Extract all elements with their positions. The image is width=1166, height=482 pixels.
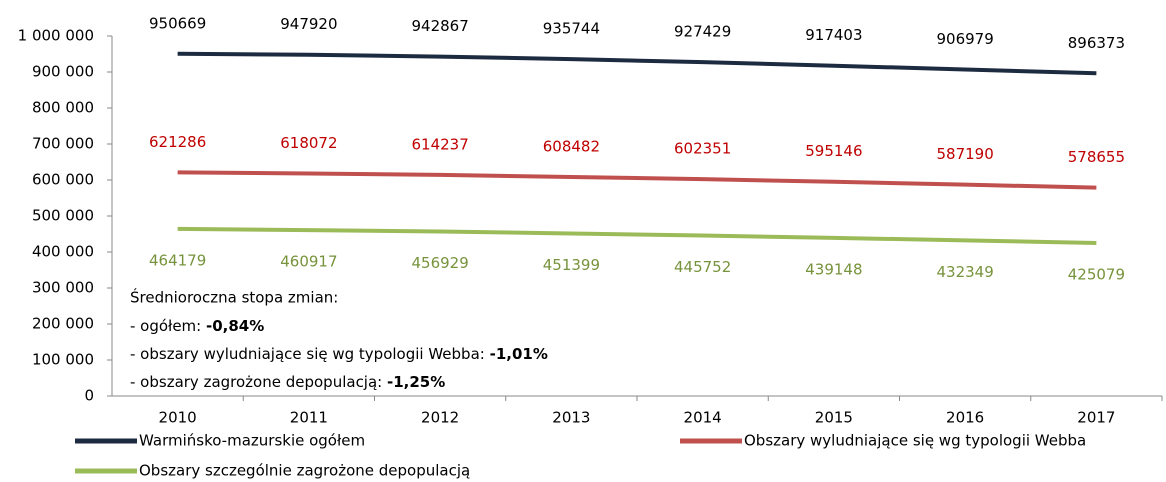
data-label: 595146: [805, 142, 862, 160]
series-line: [177, 226, 1097, 245]
data-label: 621286: [149, 133, 206, 151]
data-label: 896373: [1068, 34, 1125, 52]
data-label: 608482: [543, 137, 600, 155]
x-tick-label: 2011: [290, 409, 328, 427]
y-tick-label: 0: [84, 387, 94, 405]
x-tick-label: 2012: [421, 409, 459, 427]
data-label: 432349: [936, 263, 993, 281]
legend-label: Obszary szczególnie zagrożone depopulacj…: [139, 462, 470, 480]
data-label: 460917: [280, 253, 337, 271]
legend-label: Obszary wyludniające się wg typologii We…: [744, 432, 1086, 450]
data-label: 451399: [543, 256, 600, 274]
annotation-line: - obszary wyludniające się wg typologii …: [130, 345, 548, 363]
data-label: 614237: [411, 135, 468, 153]
y-tick-label: 1 000 000: [18, 27, 94, 45]
data-label: 927429: [674, 23, 731, 41]
x-tick-label: 2017: [1077, 409, 1115, 427]
data-label: 618072: [280, 134, 337, 152]
data-label: 439148: [805, 260, 862, 278]
data-label: 602351: [674, 140, 731, 158]
data-label: 917403: [805, 26, 862, 44]
series-line: [177, 51, 1097, 76]
x-tick-label: 2015: [815, 409, 853, 427]
data-label: 947920: [280, 15, 337, 33]
data-label: 906979: [936, 30, 993, 48]
data-label: 935744: [543, 20, 600, 38]
annotation-text: - obszary zagrożone depopulacją:: [130, 373, 387, 391]
y-tick-label: 700 000: [32, 135, 94, 153]
annotation-text: - obszary wyludniające się wg typologii …: [130, 345, 490, 363]
y-tick-label: 900 000: [32, 63, 94, 81]
annotation-line: - obszary zagrożone depopulacją: -1,25%: [130, 373, 445, 391]
data-label: 456929: [411, 254, 468, 272]
x-tick-label: 2014: [684, 409, 722, 427]
data-label: 950669: [149, 14, 206, 32]
y-tick-label: 100 000: [32, 351, 94, 369]
data-label: 425079: [1068, 265, 1125, 283]
data-label: 445752: [674, 258, 731, 276]
annotation-text: - ogółem:: [130, 317, 206, 335]
y-tick-label: 400 000: [32, 243, 94, 261]
annotation-value: -0,84%: [206, 317, 264, 335]
annotation-value: -1,25%: [387, 373, 445, 391]
y-tick-label: 800 000: [32, 99, 94, 117]
data-label: 464179: [149, 251, 206, 269]
x-tick-label: 2013: [552, 409, 590, 427]
y-tick-label: 200 000: [32, 315, 94, 333]
annotation-line: - ogółem: -0,84%: [130, 317, 264, 335]
series-line: [177, 170, 1097, 190]
annotation-heading: Średnioroczna stopa zmian:: [130, 288, 338, 307]
x-tick-label: 2010: [159, 409, 197, 427]
data-label: 942867: [411, 17, 468, 35]
data-label: 578655: [1068, 148, 1125, 166]
x-tick-label: 2016: [946, 409, 984, 427]
y-tick-label: 600 000: [32, 171, 94, 189]
y-tick-label: 500 000: [32, 207, 94, 225]
annotation-value: -1,01%: [490, 345, 548, 363]
legend-label: Warmińsko-mazurskie ogółem: [139, 432, 365, 450]
data-label: 587190: [936, 145, 993, 163]
y-tick-label: 300 000: [32, 279, 94, 297]
